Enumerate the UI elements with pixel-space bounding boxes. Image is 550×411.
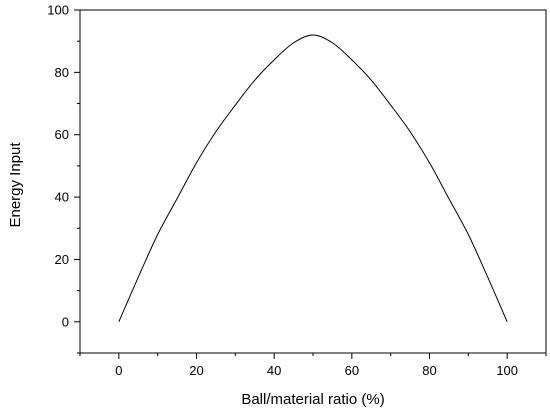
y-tick-label: 0 (62, 314, 69, 329)
series-layer (118, 34, 508, 323)
plot-frame (79, 9, 547, 354)
x-tick-label: 60 (345, 363, 359, 378)
x-axis-title: Ball/material ratio (%) (241, 391, 384, 408)
y-axis-title: Energy Input (7, 142, 24, 228)
x-tick-label: 80 (422, 363, 436, 378)
x-axis-ticks: 0 20 40 60 80 100 (79, 353, 547, 378)
x-tick-label: 20 (189, 363, 203, 378)
y-tick-label: 100 (47, 3, 69, 18)
y-tick-label: 80 (55, 65, 69, 80)
x-tick-label: 100 (496, 363, 518, 378)
y-axis-ticks: 0 20 40 60 80 100 (47, 3, 80, 354)
x-tick-label: 40 (267, 363, 281, 378)
y-tick-label: 60 (55, 127, 69, 142)
y-tick-label: 40 (55, 190, 69, 205)
x-tick-label: 0 (115, 363, 122, 378)
series-line-0 (118, 34, 508, 323)
y-tick-label: 20 (55, 252, 69, 267)
plot-border (79, 9, 547, 354)
